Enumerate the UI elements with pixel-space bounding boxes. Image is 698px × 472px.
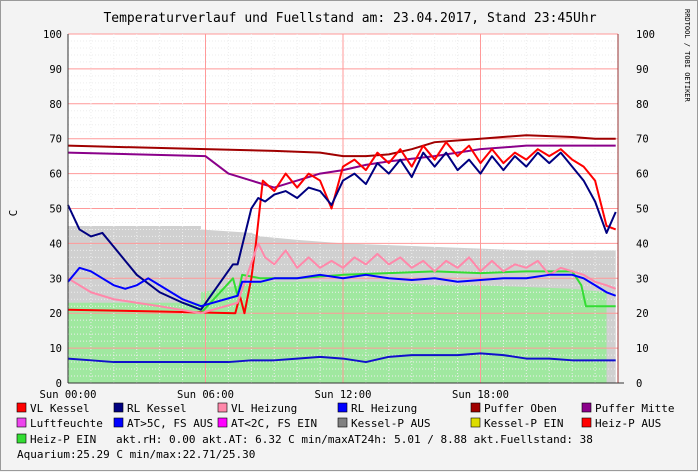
legend-label: Heiz-P AUS (595, 417, 661, 430)
legend-label: VL Kessel (30, 402, 90, 415)
x-tick-label: Sun 12:00 (315, 389, 372, 401)
y-tick-label-right: 10 (636, 343, 649, 355)
y-tick-label-left: 40 (49, 238, 62, 250)
series-line-vl-heizung (67, 242, 617, 315)
status-line-1: akt.rH: 0.00 akt.AT: 6.32 C min/maxAT24h… (116, 433, 593, 446)
series-line-rl-heizung (67, 266, 617, 308)
legend-swatch (470, 417, 481, 428)
y-tick-label-right: 20 (636, 308, 649, 320)
legend-swatch (337, 417, 348, 428)
chart-title: Temperaturverlauf und Fuellstand am: 23.… (103, 11, 596, 26)
y-tick-label-left: 0 (56, 378, 62, 390)
y-tick-label-right: 60 (636, 169, 649, 181)
legend-swatch (16, 417, 27, 428)
legend-label: AT>5C, FS AUS (127, 417, 213, 430)
y-tick-label-right: 30 (636, 273, 649, 285)
axes (67, 34, 624, 384)
status-rest: akt.rH: 0.00 akt.AT: 6.32 C min/maxAT24h… (116, 433, 593, 446)
series-line-vl-kessel (67, 141, 617, 315)
legend-swatch (16, 433, 27, 444)
y-tick-label-right: 50 (636, 204, 649, 216)
legend-swatch (581, 417, 592, 428)
legend-swatch (113, 402, 124, 413)
legend-label: Luftfeuchte (30, 417, 103, 430)
watermark: RRDTOOL / TOBI OETIKER (683, 9, 691, 103)
legend-swatch (217, 402, 228, 413)
x-tick-label: Sun 18:00 (452, 389, 509, 401)
legend-swatch (581, 402, 592, 413)
legend-label: Puffer Mitte (595, 402, 674, 415)
y-tick-label-left: 50 (49, 204, 62, 216)
x-tick-label: Sun 06:00 (177, 389, 234, 401)
legend-label: AT<2C, FS EIN (231, 417, 317, 430)
legend-swatch (337, 402, 348, 413)
y-tick-label-right: 100 (636, 29, 655, 41)
series-line-at (67, 352, 616, 364)
status-line-2: Aquarium:25.29 C min/max:22.71/25.30 (17, 448, 255, 461)
series-line-puffer-oben (67, 134, 616, 158)
legend-label: Heiz-P EIN (30, 433, 96, 446)
legend-label: Kessel-P AUS (351, 417, 430, 430)
series-lines (67, 134, 617, 364)
legend: VL Kessel RL Kessel VL Heizung RL Heizung Pu… (16, 402, 674, 446)
y-tick-label-right: 80 (636, 99, 649, 111)
y-tick-label-left: 60 (49, 169, 62, 181)
legend-label: RL Kessel (127, 402, 187, 415)
y-tick-label-left: 90 (49, 64, 62, 76)
y-tick-label-left: 10 (49, 343, 62, 355)
y-tick-label-left: 80 (49, 99, 62, 111)
y-tick-label-right: 70 (636, 134, 649, 146)
y-tick-label-left: 70 (49, 134, 62, 146)
area-heiz-p-ein-1 (68, 281, 616, 383)
y-tick-label-right: 40 (636, 238, 649, 250)
legend-swatch (16, 402, 27, 413)
y-tick-label-left: 20 (49, 308, 62, 320)
legend-label: RL Heizung (351, 402, 417, 415)
y-tick-label-right: 0 (636, 378, 642, 390)
legend-label: Puffer Oben (484, 402, 557, 415)
area-layer (68, 225, 616, 383)
legend-swatch (470, 402, 481, 413)
y-tick-label-left: 100 (43, 29, 62, 41)
y-axis-label: C (7, 210, 20, 217)
legend-swatch (217, 417, 228, 428)
x-tick-label: Sun 00:00 (40, 389, 97, 401)
y-tick-label-right: 90 (636, 64, 649, 76)
series-line-rl-kessel (67, 151, 617, 311)
y-tick-label-left: 30 (49, 273, 62, 285)
legend-label: Kessel-P EIN (484, 417, 563, 430)
tick-labels: 0 0 10 10 20 20 30 30 40 40 50 50 60 60 70 70 80 80 90 90 10… (40, 29, 655, 401)
legend-swatch (113, 417, 124, 428)
legend-label: VL Heizung (231, 402, 297, 415)
